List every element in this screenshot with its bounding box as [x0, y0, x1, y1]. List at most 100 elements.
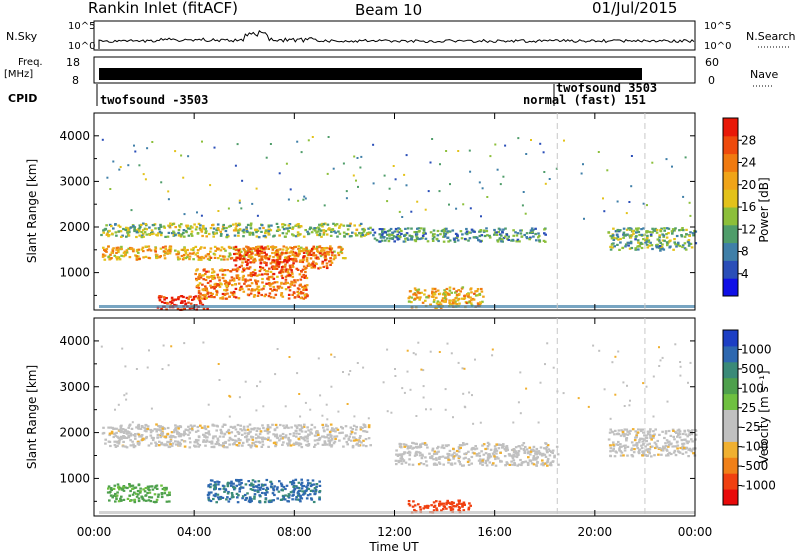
- power-cell: [381, 233, 384, 236]
- vel-cell: [690, 433, 694, 436]
- power-cell: [409, 238, 413, 241]
- power-cell: [378, 240, 382, 243]
- power-cell: [417, 230, 421, 233]
- power-cell: [199, 276, 203, 279]
- vel-cell: [299, 424, 303, 427]
- power-cell: [201, 303, 205, 306]
- power-cell: [264, 236, 268, 239]
- power-cell: [226, 269, 229, 272]
- vel-cell: [211, 423, 215, 426]
- vel-cell: [461, 464, 464, 467]
- power-cell: [285, 246, 288, 249]
- power-cell: [234, 287, 238, 290]
- vel-cell: [168, 493, 171, 496]
- vel-cell: [131, 487, 134, 490]
- vel-cell: [288, 442, 291, 445]
- vel-cell: [242, 425, 246, 428]
- power-cell: [195, 279, 199, 282]
- power-cell: [645, 238, 648, 241]
- power-cell: [319, 252, 322, 255]
- vel-cell: [227, 432, 231, 435]
- vel-cell: [505, 461, 509, 464]
- vel-cell: [276, 497, 279, 500]
- vel-cell: [126, 486, 129, 490]
- power-cell: [623, 234, 626, 237]
- power-cell: [461, 286, 465, 289]
- power-cell: [114, 231, 118, 234]
- power-cell: [297, 225, 301, 228]
- power-cell: [202, 257, 206, 260]
- vel-cell: [272, 499, 275, 502]
- vel-cell: [623, 446, 627, 450]
- power-cell: [607, 231, 611, 234]
- power-cell: [160, 300, 164, 304]
- vel-cell: [197, 435, 201, 438]
- power-cell: [178, 257, 182, 260]
- power-cell: [267, 231, 270, 234]
- vel-cell: [104, 442, 107, 445]
- vel-cell: [249, 435, 253, 438]
- power-cell: [213, 256, 217, 259]
- power-cell: [404, 227, 407, 230]
- power-cell: [449, 183, 451, 186]
- power-cell: [207, 276, 210, 279]
- power-cell: [287, 297, 291, 300]
- vel-cell: [463, 367, 466, 370]
- power-cell: [304, 249, 308, 252]
- vel-cell: [609, 455, 612, 458]
- vel-cell: [438, 462, 442, 465]
- power-cell: [188, 252, 192, 255]
- vel-cell: [217, 363, 220, 365]
- power-cell: [329, 259, 333, 262]
- power-cell: [529, 236, 532, 239]
- power-cell: [245, 245, 248, 248]
- vel-cell: [323, 436, 327, 439]
- vel-cell: [424, 506, 427, 509]
- power-cell: [438, 190, 441, 193]
- power-cell: [256, 294, 260, 297]
- vel-cell: [330, 437, 334, 440]
- vel-cell: [335, 435, 339, 438]
- vel-cell: [690, 450, 694, 453]
- vel-cell: [452, 447, 455, 450]
- vel-cell: [247, 443, 251, 446]
- power-cell: [333, 250, 336, 253]
- power-cell: [241, 278, 245, 281]
- vel-cell: [230, 431, 234, 434]
- vel-cell: [342, 437, 346, 440]
- vel-cell: [188, 431, 192, 434]
- power-cell: [458, 302, 461, 305]
- vel-cell: [488, 461, 492, 464]
- freq-units: [MHz]: [4, 69, 33, 80]
- power-cell: [649, 233, 653, 236]
- power-cell: [263, 261, 266, 264]
- power-cell: [209, 247, 213, 250]
- vel-cell: [541, 459, 544, 462]
- vel-cell: [441, 444, 444, 447]
- power-cell: [212, 231, 215, 234]
- power-cell: [286, 227, 289, 230]
- power-cell: [294, 245, 297, 248]
- power-cell: [609, 245, 612, 248]
- power-cell: [216, 227, 220, 230]
- vel-cell: [520, 463, 523, 467]
- vel-cell: [183, 445, 187, 448]
- power-cell: [542, 151, 545, 154]
- vel-cell: [196, 429, 200, 432]
- power-cell: [174, 150, 177, 153]
- power-cell: [443, 227, 447, 230]
- power-cell: [105, 250, 108, 253]
- power-cell: [302, 265, 306, 268]
- vel-cell: [447, 501, 451, 505]
- vel-cell: [254, 433, 258, 436]
- vel-cell: [214, 435, 217, 438]
- power-cell: [235, 224, 238, 228]
- vel-cell: [268, 499, 272, 502]
- power-cell: [502, 175, 505, 178]
- vel-cell: [475, 453, 479, 456]
- power-cell: [505, 233, 509, 236]
- power-cell: [287, 286, 290, 289]
- power-cell: [124, 228, 127, 231]
- power-cell: [221, 276, 225, 279]
- power-cell: [470, 291, 473, 294]
